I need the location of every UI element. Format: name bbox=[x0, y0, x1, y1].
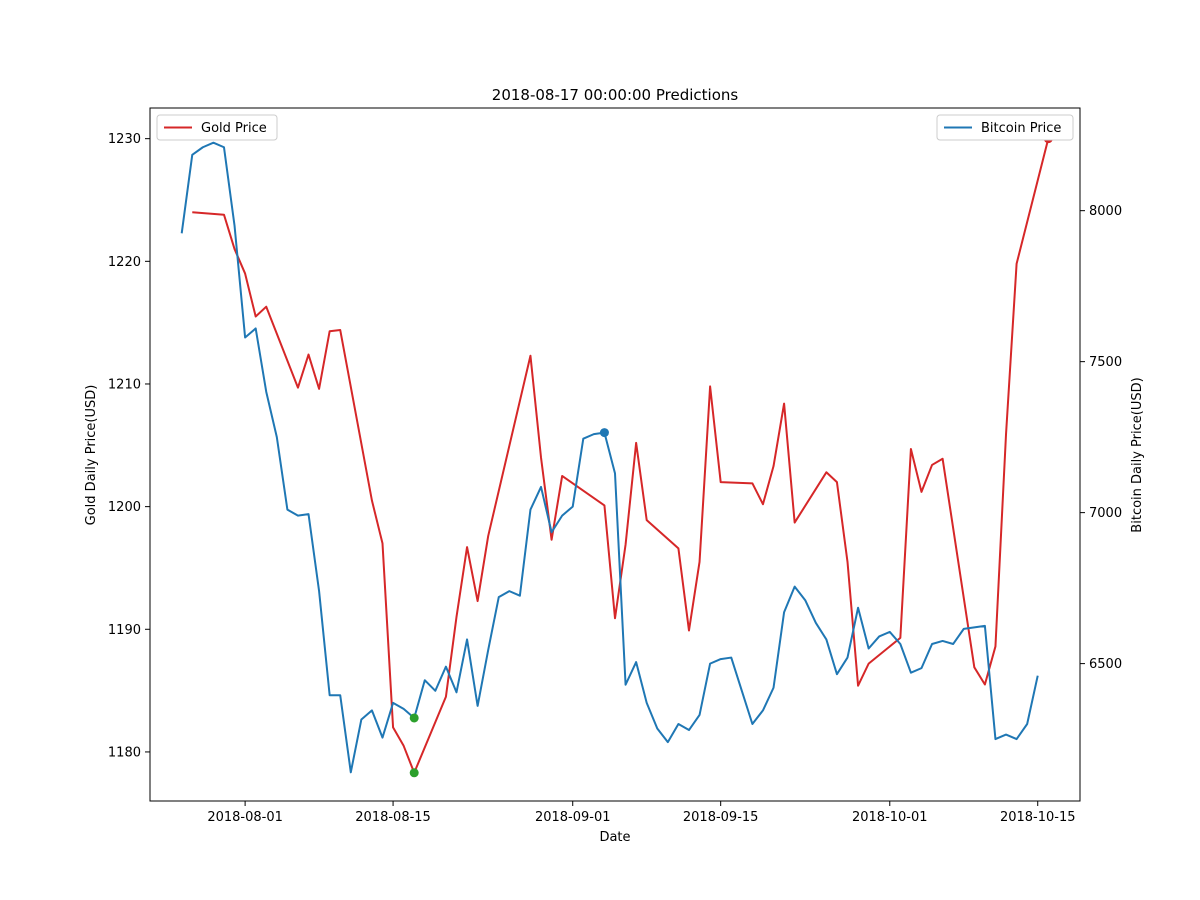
legend-gold-label: Gold Price bbox=[201, 121, 267, 136]
x-axis: 2018-08-01 2018-08-15 2018-09-01 2018-09-15… bbox=[207, 801, 1076, 825]
x-tick-label-4: 2018-10-01 bbox=[852, 810, 928, 825]
y-left-tick-label-5: 1230 bbox=[108, 132, 141, 147]
legend-btc-box bbox=[936, 114, 1074, 141]
prediction-marker-3 bbox=[599, 428, 609, 438]
y-axis-right: 6500 7000 7500 8000 bbox=[1080, 204, 1122, 672]
y-axis-left-label: Gold Daily Price(USD) bbox=[84, 385, 99, 526]
prediction-marker-1 bbox=[409, 768, 419, 778]
x-axis-label: Date bbox=[599, 830, 630, 845]
x-tick-label-3: 2018-09-15 bbox=[683, 810, 759, 825]
y-right-tick-label-3: 8000 bbox=[1089, 204, 1122, 219]
y-right-tick-label-2: 7500 bbox=[1089, 355, 1122, 370]
plot-area bbox=[149, 107, 1081, 802]
y-left-tick-label-0: 1180 bbox=[108, 745, 141, 760]
x-tick-label-1: 2018-08-15 bbox=[355, 810, 431, 825]
chart-title: 2018-08-17 00:00:00 Predictions bbox=[492, 86, 739, 104]
y-right-tick-label-0: 6500 bbox=[1089, 657, 1122, 672]
y-left-tick-label-3: 1210 bbox=[108, 377, 141, 392]
x-tick-label-2: 2018-09-01 bbox=[535, 810, 611, 825]
legend-btc: Bitcoin Price bbox=[936, 114, 1074, 141]
series-line-bitcoin bbox=[180, 141, 1039, 774]
y-left-tick-label-4: 1220 bbox=[108, 255, 141, 270]
x-tick-label-0: 2018-08-01 bbox=[207, 810, 283, 825]
legend-gold-box bbox=[156, 114, 278, 141]
legend-btc-label: Bitcoin Price bbox=[981, 121, 1061, 136]
series-line-gold bbox=[192, 138, 1050, 774]
y-left-tick-label-1: 1190 bbox=[108, 623, 141, 638]
y-axis-left: 1180 1190 1200 1210 1220 1230 bbox=[108, 132, 150, 760]
x-tick-label-5: 2018-10-15 bbox=[1000, 810, 1076, 825]
y-axis-right-label: Bitcoin Daily Price(USD) bbox=[1130, 377, 1145, 532]
legend-gold: Gold Price bbox=[156, 114, 278, 141]
prediction-marker-2 bbox=[409, 713, 419, 723]
y-left-tick-label-2: 1200 bbox=[108, 500, 141, 515]
plot-frame bbox=[149, 107, 1081, 802]
y-right-tick-label-1: 7000 bbox=[1089, 506, 1122, 521]
series-layer bbox=[180, 138, 1050, 774]
